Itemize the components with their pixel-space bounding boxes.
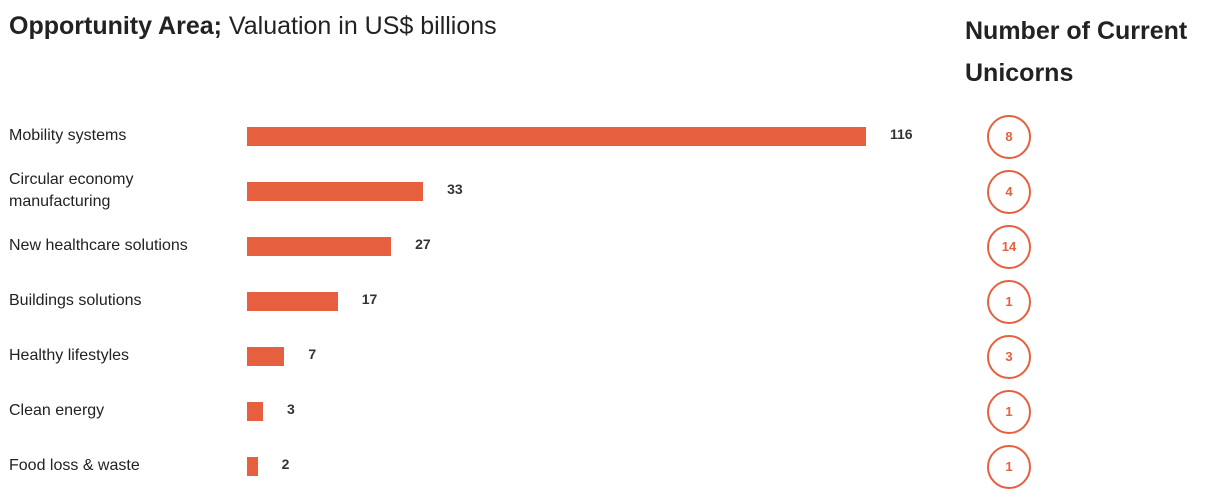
value-label-circular-economy-manufacturing: 33	[447, 180, 463, 197]
value-label-clean-energy: 3	[287, 400, 295, 417]
chart-title: Opportunity Area; Valuation in US$ billi…	[9, 10, 497, 42]
unicorn-count-clean-energy: 1	[987, 390, 1031, 434]
unicorn-count-food-loss-and-waste: 1	[987, 445, 1031, 489]
bar-clean-energy	[247, 401, 263, 421]
bar-circular-economy-manufacturing	[247, 181, 424, 201]
bar-mobility-systems	[247, 126, 866, 146]
value-label-food-loss-and-waste: 2	[281, 455, 290, 472]
value-label-healthy-lifestyles: 7	[308, 345, 317, 362]
chart-title-bold: Opportunity Area;	[9, 12, 222, 40]
bar-food-loss-and-waste	[247, 456, 258, 476]
unicorn-count-mobility-systems: 8	[987, 115, 1031, 159]
value-label-buildings-solutions: 17	[361, 290, 378, 307]
unicorn-count-healthy-lifestyles: 3	[987, 335, 1031, 379]
category-label-healthy-lifestyles: Healthy lifestyles	[9, 347, 130, 364]
unicorn-count-circular-economy-manufacturing: 4	[987, 170, 1031, 214]
chart-title-subtitle: Valuation in US$ billions	[228, 12, 497, 40]
category-label-clean-energy: Clean energy	[9, 402, 105, 419]
category-label-buildings-solutions: Buildings solutions	[9, 292, 142, 309]
value-label-new-healthcare-solutions: 27	[415, 235, 431, 252]
unicorn-count-buildings-solutions: 1	[987, 280, 1031, 324]
value-label-mobility-systems: 116	[890, 125, 913, 142]
bar-buildings-solutions	[247, 291, 338, 311]
category-label-new-healthcare-solutions: New healthcare solutions	[9, 237, 188, 254]
category-label-food-loss-and-waste: Food loss & waste	[9, 457, 140, 474]
unicorn-count-new-healthcare-solutions: 14	[987, 225, 1031, 269]
bar-new-healthcare-solutions	[247, 236, 392, 256]
category-label-circular-economy-manufacturing: Circular economy manufacturing	[9, 171, 134, 210]
bar-healthy-lifestyles	[247, 346, 285, 366]
unicorn-column-header: Number of Current Unicorns	[965, 17, 1188, 87]
category-label-mobility-systems: Mobility systems	[9, 127, 127, 144]
